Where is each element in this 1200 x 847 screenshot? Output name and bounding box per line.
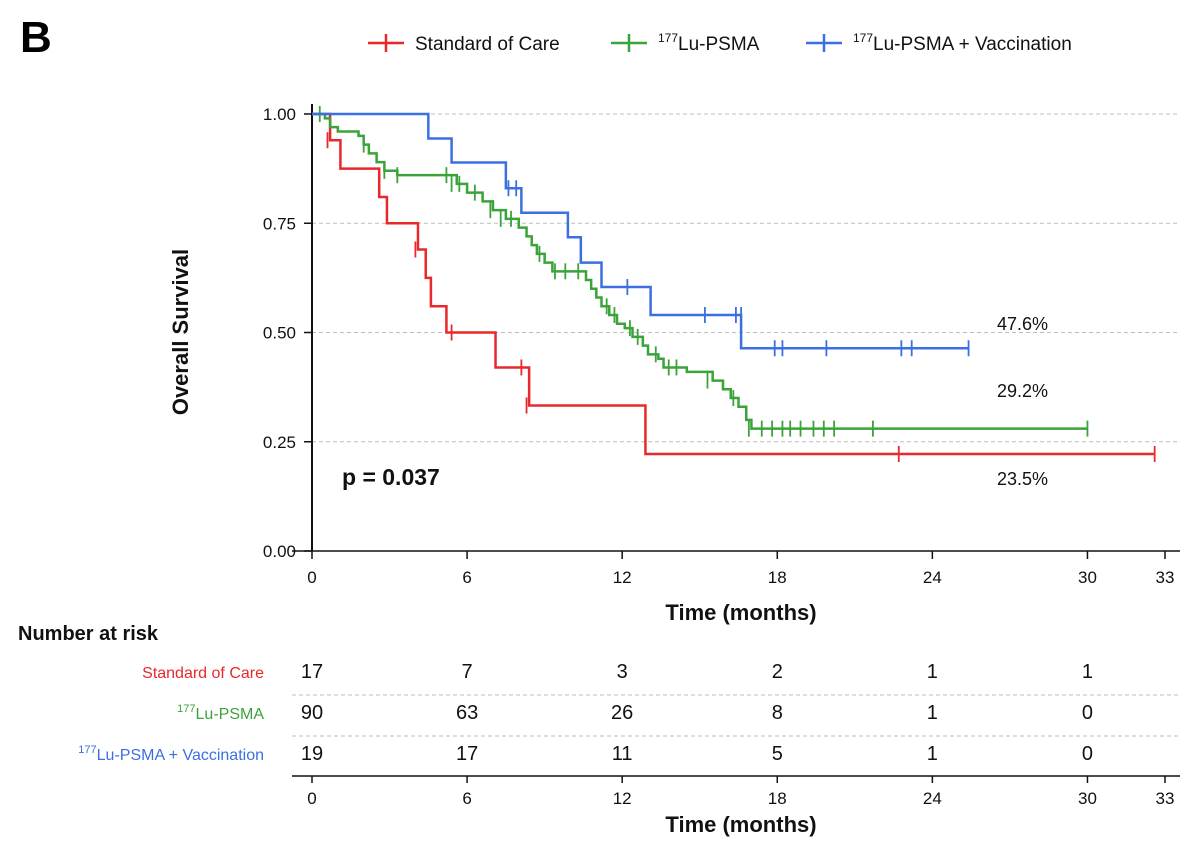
- risk-count: 1: [927, 743, 938, 765]
- risk-x-tick-label: 0: [307, 789, 316, 808]
- y-tick-label: 0.75: [263, 214, 296, 233]
- x-tick-label: 12: [613, 568, 632, 587]
- legend-label-lu-psma: 177Lu-PSMA: [658, 31, 760, 55]
- legend-label-standard-of-care: Standard of Care: [415, 34, 560, 55]
- risk-count: 1: [927, 702, 938, 724]
- risk-x-tick-label: 33: [1156, 789, 1175, 808]
- risk-count: 5: [772, 743, 783, 765]
- risk-count: 19: [301, 743, 323, 765]
- legend: Standard of Care 177Lu-PSMA 177Lu-PSMA +…: [368, 31, 1072, 55]
- p-value: p = 0.037: [342, 464, 440, 490]
- risk-count: 1: [1082, 661, 1093, 683]
- axes: 0.00 0.25 0.50 0.75 1.00 0 6 12 18 24 30 33: [263, 104, 1180, 587]
- end-label-vaccination: 47.6%: [997, 314, 1048, 334]
- x-axis-title: Time (months): [665, 600, 816, 625]
- y-tick-label: 0.25: [263, 433, 296, 452]
- risk-x-tick-label: 30: [1078, 789, 1097, 808]
- risk-count: 2: [772, 661, 783, 683]
- legend-item-standard-of-care: Standard of Care: [368, 34, 560, 55]
- risk-count: 26: [611, 702, 633, 724]
- risk-row-label-lu-psma-vaccination: 177Lu-PSMA + Vaccination: [78, 744, 264, 764]
- risk-row-label-lu-psma: 177Lu-PSMA: [177, 703, 264, 723]
- risk-count: 8: [772, 702, 783, 724]
- risk-count: 17: [301, 661, 323, 683]
- x-tick-label: 18: [768, 568, 787, 587]
- risk-x-tick-label: 24: [923, 789, 942, 808]
- y-axis-title: Overall Survival: [168, 249, 193, 415]
- risk-count: 17: [456, 743, 478, 765]
- grid-lines: [312, 113, 1180, 443]
- x-tick-label: 6: [462, 568, 471, 587]
- risk-count: 11: [612, 743, 633, 765]
- risk-count: 0: [1082, 702, 1093, 724]
- risk-cells: 17 7 3 2 1 190 63 26 8 1 019 17 11 5 1 00 6 12 18 24 30 33: [292, 661, 1180, 808]
- x-tick-label: 0: [307, 568, 316, 587]
- risk-x-tick-label: 18: [768, 789, 787, 808]
- y-tick-label: 0.00: [263, 542, 296, 561]
- risk-row-label-standard-of-care: Standard of Care: [142, 665, 264, 682]
- curve-lu-psma: [312, 112, 1088, 430]
- risk-table: Number at risk Standard of Care 177Lu-PS…: [18, 623, 1180, 837]
- y-tick-label: 0.50: [263, 324, 296, 343]
- risk-count: 63: [456, 702, 478, 724]
- x-tick-label: 24: [923, 568, 942, 587]
- panel-label: B: [20, 13, 52, 62]
- curve-lu-psma-vaccination: [312, 112, 969, 350]
- end-label-lu-psma: 29.2%: [997, 381, 1048, 401]
- risk-count: 7: [462, 661, 473, 683]
- legend-item-lu-psma: 177Lu-PSMA: [611, 31, 760, 55]
- survival-curves: [312, 106, 1156, 462]
- risk-table-title: Number at risk: [18, 623, 159, 645]
- risk-x-tick-label: 6: [462, 789, 471, 808]
- x-tick-label: 30: [1078, 568, 1097, 587]
- risk-count: 1: [927, 661, 938, 683]
- curve-standard-of-care: [312, 112, 1155, 456]
- legend-item-lu-psma-vaccination: 177Lu-PSMA + Vaccination: [806, 31, 1072, 55]
- legend-label-lu-psma-vaccination: 177Lu-PSMA + Vaccination: [853, 31, 1072, 55]
- risk-count: 90: [301, 702, 323, 724]
- risk-x-axis-title: Time (months): [665, 812, 816, 837]
- risk-count: 3: [617, 661, 628, 683]
- risk-x-tick-label: 12: [613, 789, 632, 808]
- x-tick-label: 33: [1156, 568, 1175, 587]
- risk-count: 0: [1082, 743, 1093, 765]
- end-label-standard-of-care: 23.5%: [997, 469, 1048, 489]
- y-tick-label: 1.00: [263, 105, 296, 124]
